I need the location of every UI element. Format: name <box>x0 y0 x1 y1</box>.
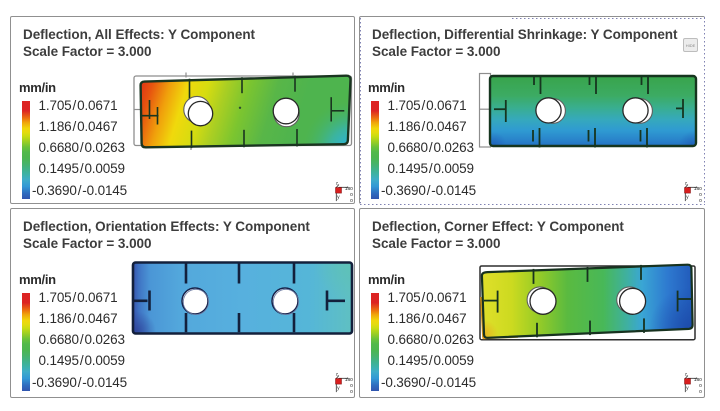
svg-text:180: 180 <box>345 377 353 383</box>
svg-text:y: y <box>686 385 689 391</box>
svg-text:y: y <box>337 385 340 391</box>
svg-text:0: 0 <box>350 192 353 198</box>
svg-text:0: 0 <box>699 192 702 198</box>
svg-text:180: 180 <box>345 186 353 192</box>
svg-text:0: 0 <box>350 389 353 395</box>
svg-text:z: z <box>336 181 339 186</box>
svg-text:z: z <box>336 372 339 377</box>
svg-text:y: y <box>686 194 689 200</box>
svg-text:0: 0 <box>350 198 353 204</box>
svg-text:180: 180 <box>694 377 702 383</box>
svg-text:180: 180 <box>694 186 702 192</box>
svg-text:0: 0 <box>699 389 702 395</box>
svg-text:0: 0 <box>699 383 702 389</box>
svg-text:y: y <box>337 194 340 200</box>
svg-text:0: 0 <box>699 198 702 204</box>
svg-text:0: 0 <box>350 383 353 389</box>
svg-text:z: z <box>685 372 688 377</box>
svg-text:z: z <box>685 181 688 186</box>
